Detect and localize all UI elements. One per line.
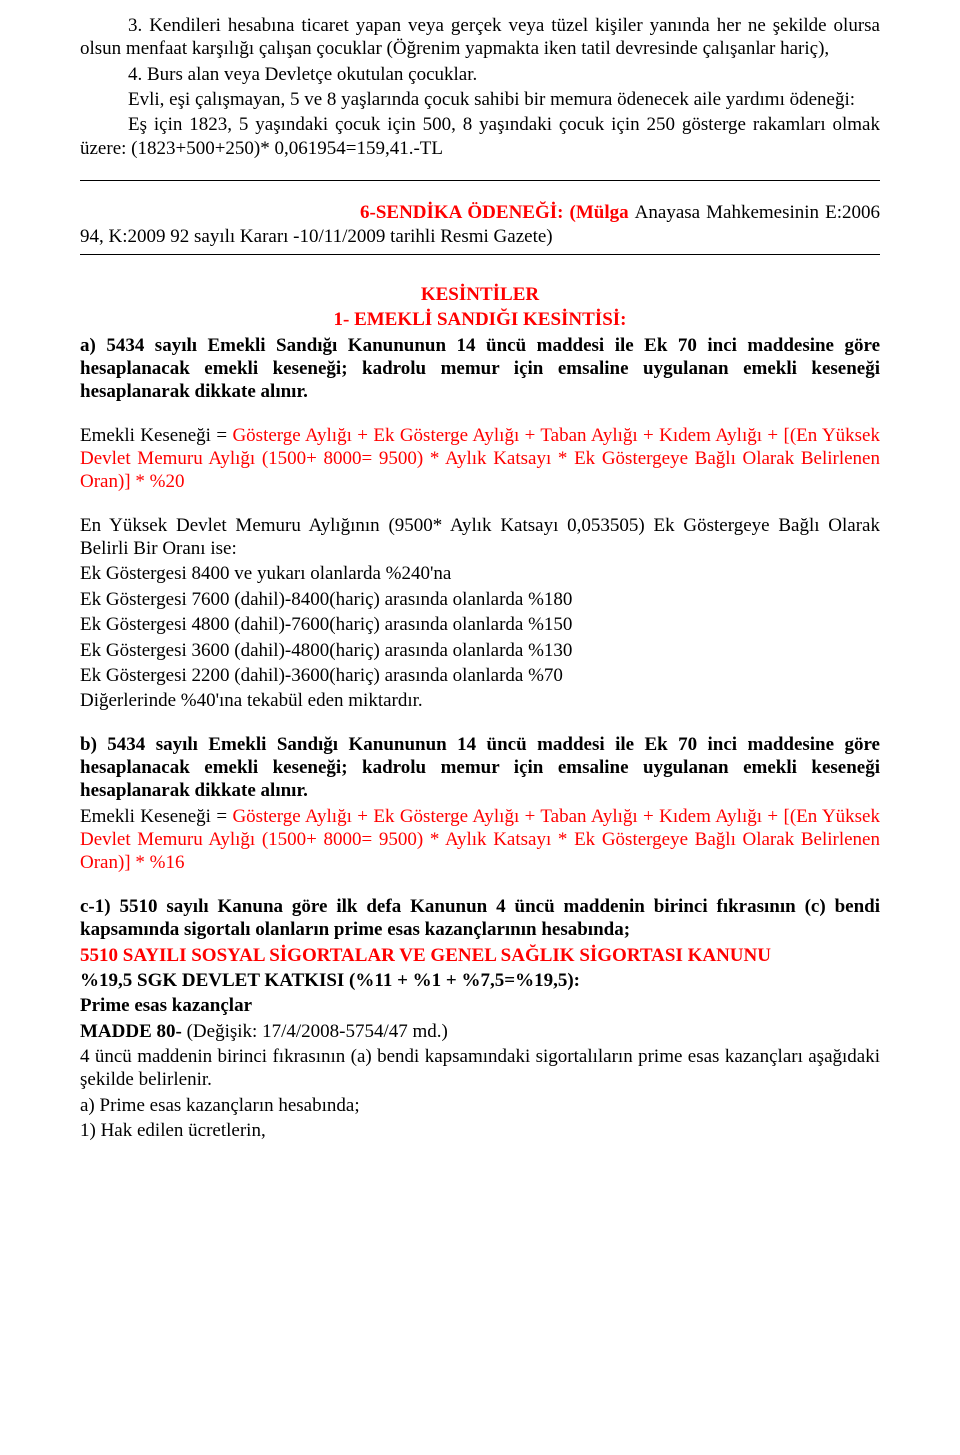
para-c1-pek: Prime esas kazançlar: [80, 994, 880, 1017]
para-c1-madde: MADDE 80- (Değişik: 17/4/2008-5754/47 md…: [80, 1020, 880, 1043]
divider-2: [80, 254, 880, 255]
para-eyk-1: En Yüksek Devlet Memuru Aylığının (9500*…: [80, 514, 880, 561]
para-c1-p3: a) Prime esas kazançların hesabında;: [80, 1094, 880, 1117]
heading-sendika-odenegi: 6-SENDİKA ÖDENEĞİ: (Mülga Anayasa Mahkem…: [80, 201, 880, 248]
label-emekli-kesenegi-2: Emekli Keseneği =: [80, 806, 232, 827]
para-c1-pct: %19,5 SGK DEVLET KATKISI (%11 + %1 + %7,…: [80, 969, 880, 992]
para-eyk-6: Ek Göstergesi 2200 (dahil)-3600(hariç) a…: [80, 664, 880, 687]
label-madde-80: MADDE 80-: [80, 1021, 187, 1042]
para-eyk-2: Ek Göstergesi 8400 ve yukarı olanlarda %…: [80, 562, 880, 585]
para-item-4: 4. Burs alan veya Devletçe okutulan çocu…: [80, 63, 880, 86]
para-eyk-7: Diğerlerinde %40'ına tekabül eden miktar…: [80, 689, 880, 712]
subheading-emekli-sandigi: 1- EMEKLİ SANDIĞI KESİNTİSİ:: [80, 308, 880, 331]
para-c1-p2: 4 üncü maddenin birinci fıkrasının (a) b…: [80, 1045, 880, 1092]
para-c1-head: c-1) 5510 sayılı Kanuna göre ilk defa Ka…: [80, 895, 880, 942]
para-eyk-3: Ek Göstergesi 7600 (dahil)-8400(hariç) a…: [80, 588, 880, 611]
para-c1-p4: 1) Hak edilen ücretlerin,: [80, 1119, 880, 1142]
para-eyk-5: Ek Göstergesi 3600 (dahil)-4800(hariç) a…: [80, 639, 880, 662]
divider-1: [80, 180, 880, 181]
heading-kesintiler: KESİNTİLER: [80, 283, 880, 306]
para-emekli-kesenegi-1: Emekli Keseneği = Gösterge Aylığı + Ek G…: [80, 424, 880, 494]
label-emekli-kesenegi-1: Emekli Keseneği =: [80, 425, 232, 446]
label-madde-80-paren: (Değişik: 17/4/2008-5754/47 md.): [187, 1021, 448, 1042]
para-kes-b: b) 5434 sayılı Emekli Sandığı Kanununun …: [80, 733, 880, 803]
para-item-3: 3. Kendileri hesabına ticaret yapan veya…: [80, 14, 880, 61]
para-es-icin: Eş için 1823, 5 yaşındaki çocuk için 500…: [80, 113, 880, 160]
para-kes-a: a) 5434 sayılı Emekli Sandığı Kanununun …: [80, 334, 880, 404]
para-evli: Evli, eşi çalışmayan, 5 ve 8 yaşlarında …: [80, 88, 880, 111]
para-eyk-4: Ek Göstergesi 4800 (dahil)-7600(hariç) a…: [80, 613, 880, 636]
para-emekli-kesenegi-2: Emekli Keseneği = Gösterge Aylığı + Ek G…: [80, 805, 880, 875]
para-c1-red: 5510 SAYILI SOSYAL SİGORTALAR VE GENEL S…: [80, 944, 880, 967]
heading-sendika-label: 6-SENDİKA ÖDENEĞİ: (Mülga: [360, 202, 635, 223]
